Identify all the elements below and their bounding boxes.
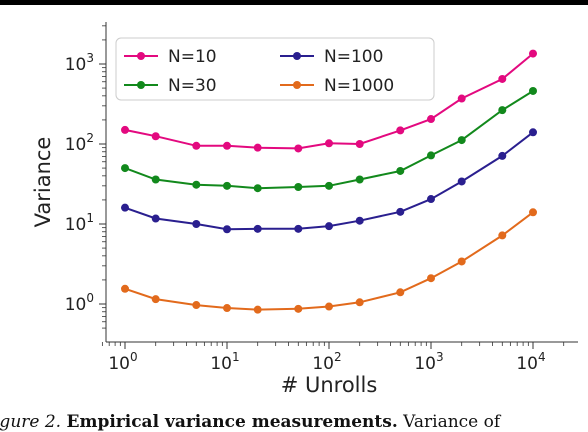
data-point [223, 225, 231, 234]
x-tick-label: 100 [108, 350, 137, 374]
data-point [121, 284, 129, 293]
data-point [294, 304, 303, 313]
data-point [498, 151, 507, 160]
axes [105, 22, 578, 343]
y-tick-label: 101 [65, 211, 94, 235]
data-point [223, 141, 231, 150]
series-n-1000 [121, 208, 537, 314]
data-point [294, 144, 303, 153]
data-point [223, 304, 231, 313]
data-point [498, 74, 507, 83]
caption-text: Variance of [403, 412, 501, 432]
data-point [325, 139, 333, 148]
data-point [427, 115, 435, 124]
series-n-30 [121, 86, 537, 193]
data-point [457, 257, 466, 266]
legend-item: N=30 [124, 76, 217, 96]
x-tick-label: 102 [312, 350, 341, 374]
data-point [355, 175, 364, 184]
legend-marker [137, 52, 145, 60]
legend-label: N=10 [168, 47, 217, 67]
legend-label: N=100 [324, 47, 383, 67]
x-tick-label: 103 [414, 350, 443, 374]
legend: N=10 N=30 N=100 N=1000 [115, 37, 435, 101]
x-tick-label: 104 [516, 350, 545, 374]
legend-box [115, 37, 435, 101]
data-point [325, 222, 333, 231]
data-point [192, 180, 201, 189]
data-point [294, 183, 303, 192]
data-point [457, 136, 466, 145]
data-point [427, 195, 435, 204]
data-point [457, 94, 466, 103]
data-point [253, 224, 262, 233]
caption-lead: igure 2. [0, 412, 62, 432]
figure-caption: igure 2. Empirical variance measurements… [0, 412, 588, 432]
data-point [355, 140, 364, 148]
y-tick-label: 102 [65, 131, 94, 155]
ticks: 100 101 102 103 100 101 102 103 104 [65, 25, 565, 374]
y-axis-title: Variance [31, 137, 55, 228]
legend-marker [293, 52, 301, 60]
data-point [192, 141, 201, 150]
data-point [427, 274, 435, 283]
data-point [192, 301, 201, 310]
data-point [121, 125, 129, 134]
data-point [253, 184, 262, 193]
legend-item: N=10 [124, 47, 217, 67]
data-point [529, 208, 537, 217]
data-point [325, 302, 333, 311]
legend-label: N=30 [168, 76, 217, 96]
legend-item: N=100 [280, 47, 383, 67]
data-point [151, 214, 160, 223]
data-point [121, 203, 129, 212]
legend-label: N=1000 [324, 76, 394, 96]
data-point [396, 166, 405, 175]
legend-marker [293, 81, 301, 89]
data-point [151, 175, 160, 184]
data-point [253, 305, 262, 314]
legend-item: N=1000 [280, 76, 394, 96]
data-point [396, 126, 405, 135]
data-point [223, 181, 231, 190]
series-n-10 [121, 49, 537, 153]
data-point [529, 86, 537, 95]
data-point [121, 164, 129, 173]
data-point [457, 177, 466, 186]
y-tick-label: 103 [65, 51, 94, 75]
data-point [427, 151, 435, 160]
data-point [529, 128, 537, 137]
data-point [355, 216, 364, 225]
data-point [498, 231, 507, 240]
data-point [355, 298, 364, 307]
data-point [151, 295, 160, 304]
series-layer [121, 49, 537, 314]
legend-marker [137, 81, 145, 89]
data-point [325, 181, 333, 190]
data-point [396, 207, 405, 216]
y-tick-label: 100 [65, 291, 94, 315]
data-point [151, 132, 160, 141]
x-tick-label: 101 [210, 350, 239, 374]
data-point [396, 288, 405, 297]
x-axis-title: # Unrolls [281, 373, 378, 397]
data-point [192, 220, 201, 228]
series-n-100 [121, 128, 537, 234]
data-point [294, 224, 303, 233]
data-point [529, 49, 537, 58]
data-point [498, 106, 507, 115]
caption-title: Empirical variance measurements. [66, 412, 398, 432]
top-border [0, 0, 588, 5]
data-point [253, 143, 262, 152]
